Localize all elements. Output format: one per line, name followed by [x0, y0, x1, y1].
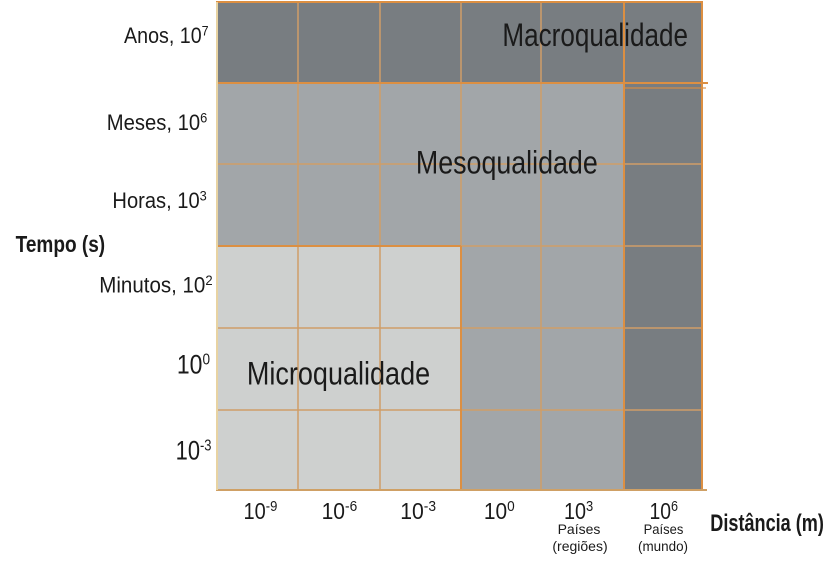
svg-text:103: 103	[564, 497, 593, 524]
svg-text:Anos, 107: Anos, 107	[124, 23, 209, 48]
svg-text:Horas, 103: Horas, 103	[112, 188, 206, 213]
svg-text:Microqualidade: Microqualidade	[247, 357, 430, 393]
svg-text:Países: Países	[558, 521, 601, 537]
svg-text:(regiões): (regiões)	[552, 538, 607, 554]
svg-text:Mesoqualidade: Mesoqualidade	[416, 145, 598, 181]
svg-text:100: 100	[177, 350, 210, 380]
svg-text:Distância (m): Distância (m)	[710, 510, 824, 537]
svg-text:10-6: 10-6	[322, 498, 358, 524]
svg-text:10-3: 10-3	[176, 436, 212, 466]
svg-text:106: 106	[650, 497, 679, 524]
svg-text:Países: Países	[644, 522, 684, 538]
svg-text:Tempo (s): Tempo (s)	[16, 232, 106, 257]
svg-text:10-9: 10-9	[244, 497, 278, 524]
svg-text:(mundo): (mundo)	[638, 539, 688, 554]
svg-text:Meses, 106: Meses, 106	[107, 110, 207, 135]
svg-text:Macroqualidade: Macroqualidade	[502, 19, 688, 54]
svg-text:100: 100	[484, 498, 515, 524]
svg-text:Minutos, 102: Minutos, 102	[99, 273, 212, 298]
svg-text:10-3: 10-3	[400, 498, 436, 524]
